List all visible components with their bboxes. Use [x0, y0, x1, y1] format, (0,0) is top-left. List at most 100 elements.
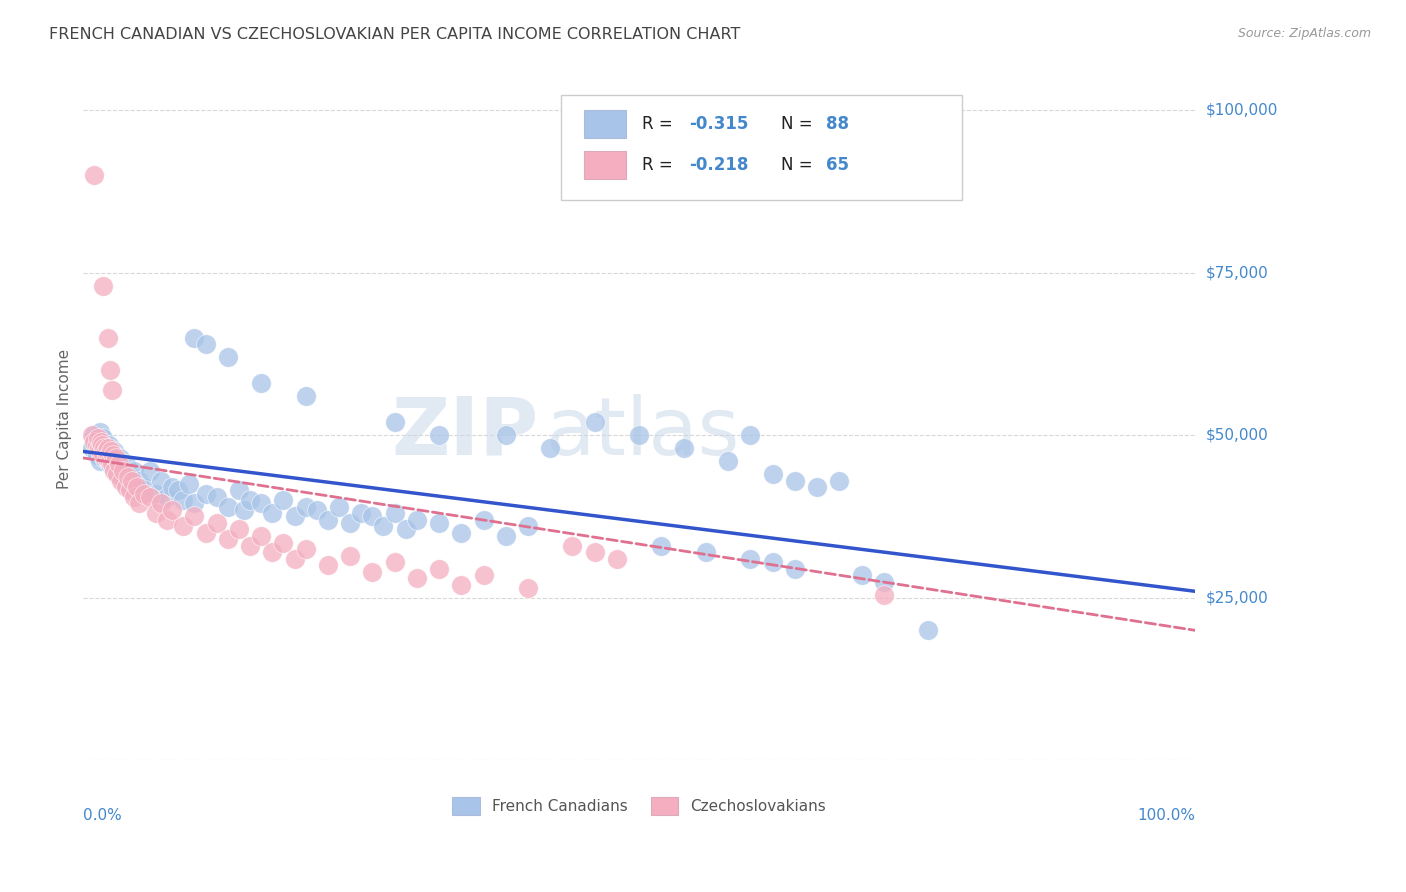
- Point: [273, 535, 295, 549]
- Point: [294, 389, 316, 403]
- Point: [87, 434, 110, 449]
- Point: [217, 500, 239, 514]
- Point: [427, 516, 450, 530]
- Point: [472, 568, 495, 582]
- Point: [450, 578, 472, 592]
- Point: [103, 444, 125, 458]
- Point: [91, 444, 114, 458]
- Point: [172, 493, 194, 508]
- Text: 100.0%: 100.0%: [1137, 808, 1195, 823]
- Point: [873, 574, 896, 589]
- Point: [517, 519, 540, 533]
- Point: [427, 428, 450, 442]
- Point: [115, 477, 138, 491]
- Point: [90, 438, 112, 452]
- Point: [101, 458, 124, 472]
- Point: [228, 523, 250, 537]
- Point: [117, 467, 139, 482]
- Point: [107, 458, 129, 472]
- Text: N =: N =: [782, 115, 818, 133]
- Point: [806, 480, 828, 494]
- Text: R =: R =: [643, 115, 679, 133]
- Point: [183, 330, 205, 344]
- Point: [112, 464, 135, 478]
- Point: [114, 480, 136, 494]
- Point: [93, 441, 115, 455]
- Point: [205, 516, 228, 530]
- Point: [873, 588, 896, 602]
- Point: [87, 432, 110, 446]
- Point: [97, 454, 120, 468]
- Bar: [583, 151, 626, 179]
- Point: [94, 444, 117, 458]
- Point: [105, 454, 128, 468]
- Point: [917, 624, 939, 638]
- Point: [561, 539, 583, 553]
- Point: [90, 434, 112, 449]
- Point: [538, 441, 561, 455]
- Point: [111, 460, 134, 475]
- Point: [145, 506, 167, 520]
- Point: [150, 496, 173, 510]
- Point: [740, 428, 762, 442]
- Point: [228, 483, 250, 498]
- Point: [328, 500, 350, 514]
- Point: [384, 555, 406, 569]
- Point: [695, 545, 717, 559]
- Point: [103, 464, 125, 478]
- Point: [103, 460, 125, 475]
- Text: FRENCH CANADIAN VS CZECHOSLOVAKIAN PER CAPITA INCOME CORRELATION CHART: FRENCH CANADIAN VS CZECHOSLOVAKIAN PER C…: [49, 27, 741, 42]
- Point: [273, 493, 295, 508]
- Text: R =: R =: [643, 156, 679, 174]
- Point: [101, 450, 124, 465]
- Point: [262, 506, 284, 520]
- Point: [128, 474, 150, 488]
- Point: [103, 448, 125, 462]
- Point: [104, 464, 127, 478]
- Point: [450, 525, 472, 540]
- Point: [177, 477, 200, 491]
- Point: [172, 519, 194, 533]
- Point: [124, 490, 146, 504]
- Point: [112, 464, 135, 478]
- Text: 65: 65: [825, 156, 849, 174]
- FancyBboxPatch shape: [561, 95, 962, 201]
- Point: [114, 458, 136, 472]
- Point: [125, 483, 148, 498]
- Point: [125, 480, 148, 494]
- Point: [105, 467, 128, 482]
- Point: [294, 541, 316, 556]
- Point: [472, 513, 495, 527]
- Point: [250, 376, 273, 391]
- Point: [89, 425, 111, 439]
- Text: $100,000: $100,000: [1206, 103, 1278, 118]
- Text: $50,000: $50,000: [1206, 427, 1268, 442]
- Point: [217, 533, 239, 547]
- Point: [98, 458, 121, 472]
- Point: [283, 509, 305, 524]
- Point: [117, 470, 139, 484]
- Point: [160, 480, 183, 494]
- Point: [628, 428, 651, 442]
- Point: [339, 516, 361, 530]
- Text: -0.315: -0.315: [689, 115, 748, 133]
- Point: [583, 545, 606, 559]
- Point: [108, 450, 131, 465]
- Point: [405, 571, 427, 585]
- Point: [91, 438, 114, 452]
- Point: [373, 519, 395, 533]
- Point: [150, 474, 173, 488]
- Point: [339, 549, 361, 563]
- Point: [128, 496, 150, 510]
- Point: [100, 444, 122, 458]
- Point: [166, 483, 188, 498]
- Point: [183, 496, 205, 510]
- Point: [194, 337, 217, 351]
- Point: [118, 470, 141, 484]
- Bar: [583, 110, 626, 138]
- Point: [139, 464, 162, 478]
- Point: [108, 467, 131, 482]
- Point: [495, 428, 517, 442]
- Point: [427, 561, 450, 575]
- Point: [110, 474, 132, 488]
